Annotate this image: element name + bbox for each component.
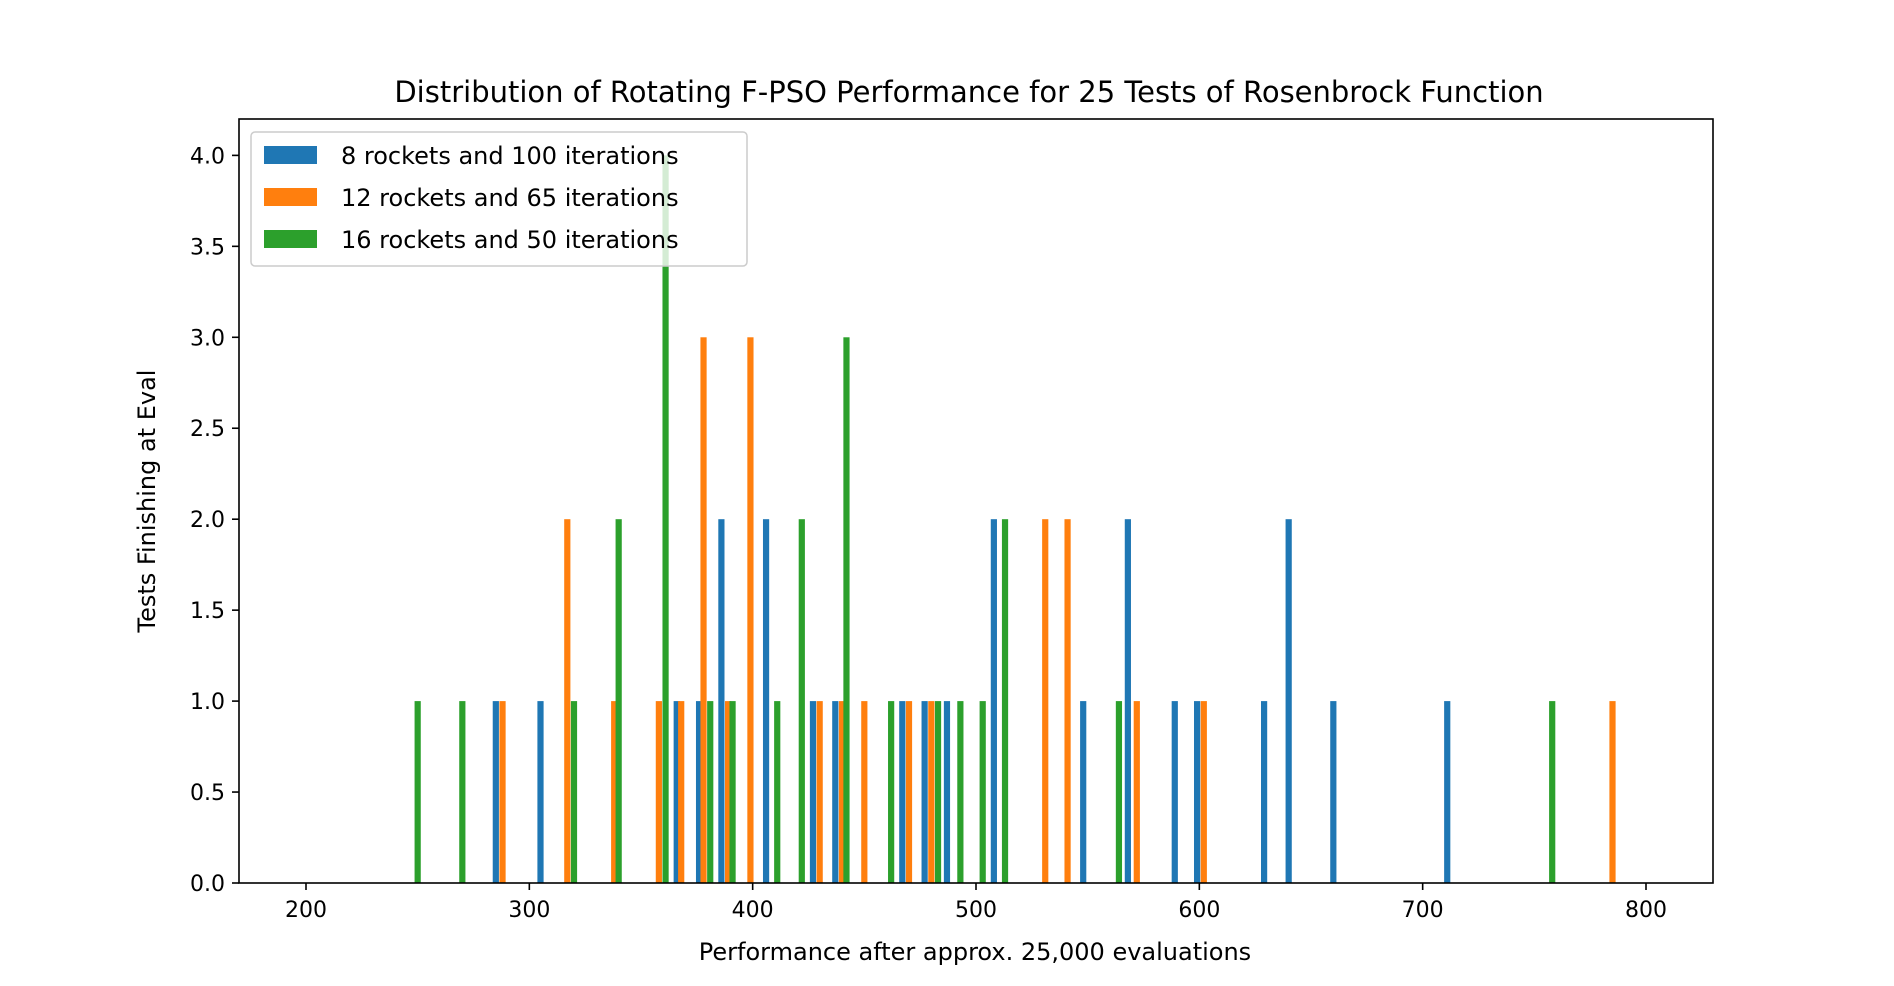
bar-series-3-15 [1001,519,1009,883]
y-tick-label-9: 4.0 [190,144,225,169]
bar-series-3-13 [957,701,964,883]
legend-swatch-2 [264,188,317,206]
x-tick-label-7: 800 [1625,898,1667,923]
chart-title: Distribution of Rotating F-PSO Performan… [394,75,1543,109]
bar-series-2-11 [861,701,868,883]
bar-series-3-1 [414,701,421,883]
bar-series-2-4 [655,701,662,883]
y-tick-label-4: 1.5 [190,599,225,624]
x-tick-label-2: 300 [508,898,550,923]
bar-series-2-9 [816,701,823,883]
bar-series-1-5 [718,519,725,883]
bar-series-3-14 [979,701,986,883]
bar-series-1-9 [899,701,906,883]
y-tick-label-6: 2.5 [190,417,225,442]
bar-series-2-12 [905,701,913,883]
x-tick-label-1: 200 [285,898,327,923]
bar-series-2-7 [725,701,732,883]
bar-series-3-3 [570,701,578,883]
x-axis: 200 300 400 500 600 700 800 [285,883,1667,923]
bar-series-2-13 [928,701,935,883]
legend-label-2: 12 rockets and 65 iterations [341,184,679,212]
bar-series-2-6 [700,337,707,883]
x-tick-label-3: 400 [732,898,774,923]
bar-series-2-1 [499,701,506,883]
bar-series-1-2 [537,701,544,883]
legend: 8 rockets and 100 iterations 12 rockets a… [250,131,748,267]
bar-series-2-2 [564,519,571,883]
x-tick-label-6: 700 [1402,898,1444,923]
bar-series-3-9 [798,519,805,883]
bar-series-1-14 [1124,519,1131,883]
bar-series-3-7 [729,701,736,883]
bar-series-1-7 [809,701,817,883]
legend-label-3: 16 rockets and 50 iterations [341,226,679,254]
bar-series-2-5 [678,701,685,883]
bar-series-1-6 [762,519,770,883]
bar-series-1-12 [990,519,997,883]
bar-series-3-5 [662,155,669,883]
bar-series-1-13 [1080,701,1087,883]
bars-group [414,155,1616,883]
bar-series-3-2 [459,701,466,883]
y-tick-label-1: 0.0 [190,872,225,897]
bar-series-2-3 [611,701,618,883]
legend-box [250,131,748,267]
bar-series-1-10 [921,701,928,883]
y-tick-label-8: 3.5 [190,235,225,260]
bar-series-3-17 [1549,701,1556,883]
y-tick-label-2: 0.5 [190,781,225,806]
bar-series-1-20 [1444,701,1451,883]
bar-series-3-16 [1115,701,1123,883]
bar-series-3-6 [707,701,714,883]
legend-label-1: 8 rockets and 100 iterations [341,142,679,170]
x-tick-label-5: 600 [1178,898,1220,923]
bar-series-1-19 [1330,701,1337,883]
bar-series-1-3 [673,701,680,883]
y-tick-label-3: 1.0 [190,690,225,715]
legend-swatch-3 [264,230,317,248]
bar-series-3-11 [888,701,895,883]
bar-series-2-16 [1133,701,1140,883]
y-axis-label: Tests Finishing at Eval [133,370,161,634]
bar-series-1-1 [492,701,499,883]
bar-series-1-11 [943,701,951,883]
y-axis: 0.0 0.5 1.0 1.5 2.0 2.5 3.0 3.5 4.0 [190,144,239,897]
bar-series-1-17 [1261,701,1268,883]
bar-series-3-4 [615,519,622,883]
legend-swatch-1 [264,146,317,164]
bar-series-1-15 [1171,701,1178,883]
bar-series-2-10 [838,701,846,883]
y-tick-label-7: 3.0 [190,326,225,351]
bar-series-1-8 [832,701,839,883]
bar-series-1-4 [695,701,703,883]
bar-series-3-12 [934,701,942,883]
bar-series-2-18 [1609,701,1616,883]
bar-series-2-8 [747,337,754,883]
x-tick-label-4: 500 [955,898,997,923]
bar-series-3-10 [843,337,850,883]
y-tick-label-5: 2.0 [190,508,225,533]
bar-series-2-14 [1042,519,1049,883]
bar-series-2-15 [1064,519,1071,883]
bar-series-2-17 [1200,701,1207,883]
bar-series-1-16 [1194,701,1201,883]
x-axis-label: Performance after approx. 25,000 evaluat… [699,938,1251,966]
bar-series-3-8 [774,701,781,883]
bar-series-1-18 [1285,519,1292,883]
